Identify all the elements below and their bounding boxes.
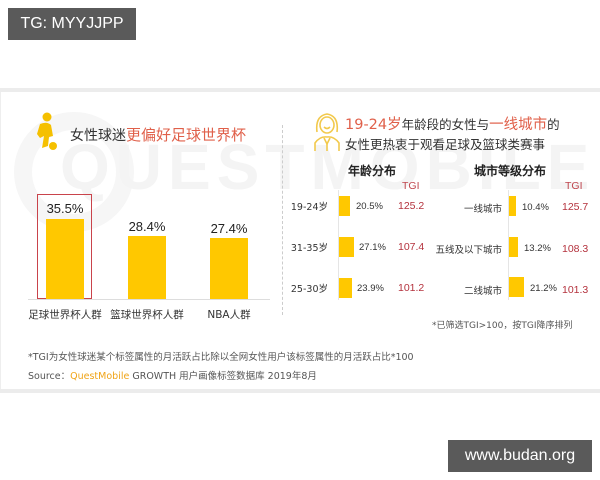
panel-divider xyxy=(282,125,283,315)
tgi-filter-note: *已筛选TGI>100，按TGI降序排列 xyxy=(432,321,573,331)
bar-nba xyxy=(210,238,248,299)
city-label-1: 一线城市 xyxy=(463,204,502,215)
city-tgi-2: 108.3 xyxy=(562,243,589,255)
bar-label-2: 篮球世界杯人群 xyxy=(110,309,184,321)
bar-football-worldcup xyxy=(46,219,84,299)
age-tgi-header: TGI xyxy=(402,180,420,192)
age-tgi-2: 107.4 xyxy=(398,241,425,253)
city-distribution-heading: 城市等级分布 xyxy=(474,164,547,178)
city-axis xyxy=(508,190,509,300)
age-tgi-1: 125.2 xyxy=(398,200,425,212)
city-label-2: 五线及以下城市 xyxy=(435,245,502,256)
left-panel-title: 女性球迷更偏好足球世界杯 xyxy=(70,124,246,145)
right-panel-title-line1: 19-24岁年龄段的女性与一线城市的 xyxy=(345,113,560,134)
woman-avatar-icon xyxy=(314,113,340,151)
card-bottom-border xyxy=(0,389,600,393)
bar-chart-baseline xyxy=(28,299,270,300)
age-axis xyxy=(338,190,339,300)
bar-label-3: NBA人群 xyxy=(207,309,251,321)
age-bar-1 xyxy=(339,196,350,216)
age-label-1: 19-24岁 xyxy=(290,202,328,213)
city-tgi-3: 101.3 xyxy=(562,284,589,296)
title-mid-text: 年龄段的女性与 xyxy=(401,117,490,132)
watermark-tag-bottom: www.budan.org xyxy=(448,440,592,472)
tgi-definition-note: *TGI为女性球迷某个标签属性的月活跃占比除以全网女性用户该标签属性的月活跃占比… xyxy=(28,352,414,363)
city-bar-1 xyxy=(509,196,516,216)
age-bar-3 xyxy=(339,278,352,298)
soccer-player-icon xyxy=(37,112,57,150)
title-age-highlight: 19-24岁 xyxy=(345,117,402,133)
city-tgi-header: TGI xyxy=(565,180,583,192)
city-label-3: 二线城市 xyxy=(463,286,502,297)
age-label-3: 25-30岁 xyxy=(290,284,328,295)
age-distribution-heading: 年龄分布 xyxy=(348,164,397,178)
bar-value-2: 28.4% xyxy=(128,219,166,234)
bar-basketball-worldcup xyxy=(128,236,166,299)
watermark-tag-top: TG: MYYJJPP xyxy=(8,8,136,40)
age-pct-3: 23.9% xyxy=(357,283,384,294)
age-tgi-3: 101.2 xyxy=(398,282,425,294)
title-city-highlight: 一线城市 xyxy=(489,117,548,133)
city-pct-2: 13.2% xyxy=(524,243,551,254)
source-brand: QuestMobile xyxy=(70,371,130,382)
city-pct-3: 21.2% xyxy=(530,283,557,294)
age-label-2: 31-35岁 xyxy=(290,243,328,254)
source-label: Source： xyxy=(28,371,71,382)
source-detail: GROWTH 用户画像标签数据库 2019年8月 xyxy=(132,371,317,382)
age-pct-2: 27.1% xyxy=(359,242,386,253)
brand-watermark: QUESTMOBILE xyxy=(60,131,596,203)
card-top-border xyxy=(0,88,600,92)
right-panel-title-line2: 女性更热衷于观看足球及篮球类赛事 xyxy=(345,137,546,152)
title-plain-text: 女性球迷 xyxy=(70,128,126,144)
age-bar-2 xyxy=(339,237,354,257)
source-line: Source：QuestMobile GROWTH 用户画像标签数据库 2019… xyxy=(28,368,317,382)
title-highlight-text: 更偏好足球世界杯 xyxy=(126,126,247,144)
bar-value-1: 35.5% xyxy=(46,201,84,216)
city-bar-2 xyxy=(509,237,518,257)
age-pct-1: 20.5% xyxy=(356,201,383,212)
city-pct-1: 10.4% xyxy=(522,202,549,213)
city-tgi-1: 125.7 xyxy=(562,201,589,213)
bar-label-1: 足球世界杯人群 xyxy=(28,309,102,321)
bar-value-3: 27.4% xyxy=(210,221,248,236)
title-end-text: 的 xyxy=(547,117,560,132)
city-bar-3 xyxy=(509,277,524,297)
